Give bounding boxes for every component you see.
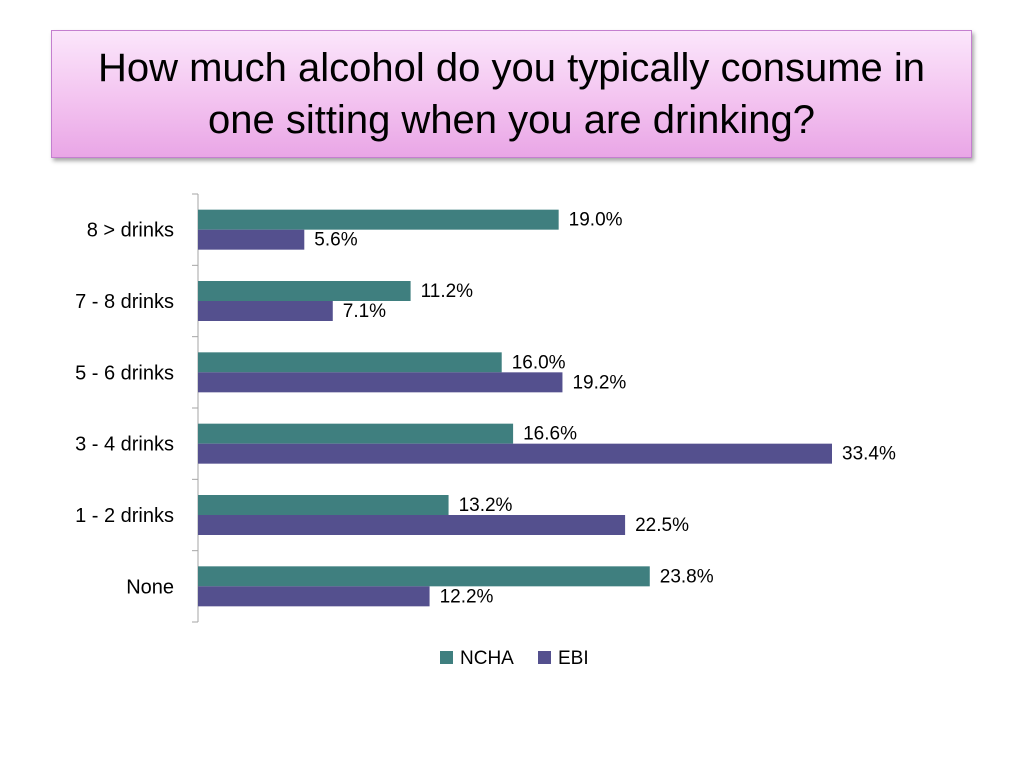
- bar-ncha: [198, 209, 559, 230]
- bar-ebi: [198, 301, 333, 321]
- data-label: 5.6%: [314, 230, 357, 251]
- legend-swatch-ncha: [440, 651, 453, 664]
- category-label: 5 - 6 drinks: [75, 362, 174, 384]
- category-label: 7 - 8 drinks: [75, 291, 174, 313]
- data-label: 19.2%: [572, 372, 626, 393]
- axis-layer: 8 > drinks 7 - 8 drinks 5 - 6 drinks 3 - 4 …: [75, 193, 199, 623]
- bar-ebi: [198, 372, 563, 393]
- bar-ncha: [198, 495, 449, 515]
- bar-ncha: [198, 281, 411, 301]
- bar-ebi: [198, 515, 626, 535]
- bar-ebi: [198, 229, 305, 250]
- data-label: 16.6%: [523, 424, 577, 445]
- bar-ncha: [198, 423, 514, 444]
- legend-label-ncha: NCHA: [460, 648, 514, 669]
- data-label: 23.8%: [660, 566, 714, 587]
- category-label: 1 - 2 drinks: [75, 505, 174, 527]
- legend: NCHA EBI: [440, 648, 589, 669]
- data-label: 13.2%: [459, 495, 513, 516]
- data-label: 11.2%: [421, 281, 474, 302]
- legend-swatch-ebi: [538, 651, 551, 664]
- data-label: 7.1%: [343, 301, 386, 322]
- bars-layer: 19.0% 5.6% 11.2% 7.1% 16.0% 19.2% 16.6% 33.4% 13…: [198, 209, 896, 607]
- category-label: None: [126, 576, 174, 598]
- legend-label-ebi: EBI: [558, 648, 589, 669]
- data-label: 19.0%: [569, 210, 623, 231]
- chart-title: How much alcohol do you typically consum…: [97, 46, 926, 142]
- bar-ebi: [198, 586, 430, 607]
- data-label: 33.4%: [842, 444, 896, 465]
- data-label: 16.0%: [512, 352, 566, 373]
- category-label: 3 - 4 drinks: [75, 434, 174, 456]
- bar-ebi: [198, 443, 832, 464]
- category-label: 8 > drinks: [87, 220, 174, 242]
- data-label: 22.5%: [635, 515, 689, 536]
- bar-ncha: [198, 352, 502, 373]
- data-label: 12.2%: [440, 586, 494, 607]
- bar-ncha: [198, 566, 650, 587]
- title-box: How much alcohol do you typically consum…: [51, 30, 972, 158]
